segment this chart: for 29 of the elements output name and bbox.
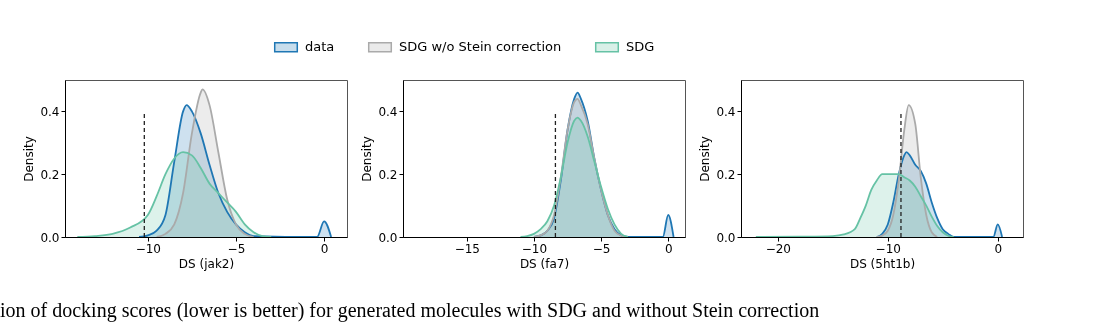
y-tick-label: 0.4 <box>378 104 398 119</box>
y-tick-label: 0.2 <box>716 167 736 182</box>
y-tick-label: 0.0 <box>40 230 60 245</box>
x-tick-label: 0 <box>994 241 1003 256</box>
x-tick-label: 0 <box>664 241 673 256</box>
x-axis-title: DS (jak2) <box>178 256 235 271</box>
x-tick-label: −5 <box>227 241 246 256</box>
x-tick-label: −5 <box>592 241 611 256</box>
y-tick-label: 0.4 <box>716 104 736 119</box>
x-tick-label: −10 <box>135 241 161 256</box>
y-axis-title: Density <box>698 136 713 182</box>
x-tick-label: −15 <box>454 241 480 256</box>
legend-label: SDG w/o Stein correction <box>399 39 562 55</box>
legend-label: SDG <box>626 39 655 55</box>
y-tick-label: 0.2 <box>40 167 60 182</box>
y-tick-label: 0.0 <box>378 230 398 245</box>
y-axis-title: Density <box>22 136 37 182</box>
text: ion of docking scores (lower is better) for generated molecules with SDG and without Stein correction <box>0 299 820 322</box>
y-axis-title: Density <box>360 136 375 182</box>
x-tick-label: 0 <box>320 241 329 256</box>
y-tick-label: 0.2 <box>378 167 398 182</box>
legend-label: data <box>305 39 335 55</box>
y-tick-label: 0.0 <box>716 230 736 245</box>
x-tick-label: −20 <box>765 241 791 256</box>
y-tick-label: 0.4 <box>40 104 60 119</box>
x-tick-label: −10 <box>875 241 901 256</box>
x-axis-title: DS (fa7) <box>519 256 570 271</box>
x-tick-label: −10 <box>521 241 548 256</box>
x-axis-title: DS (5ht1b) <box>849 256 916 271</box>
